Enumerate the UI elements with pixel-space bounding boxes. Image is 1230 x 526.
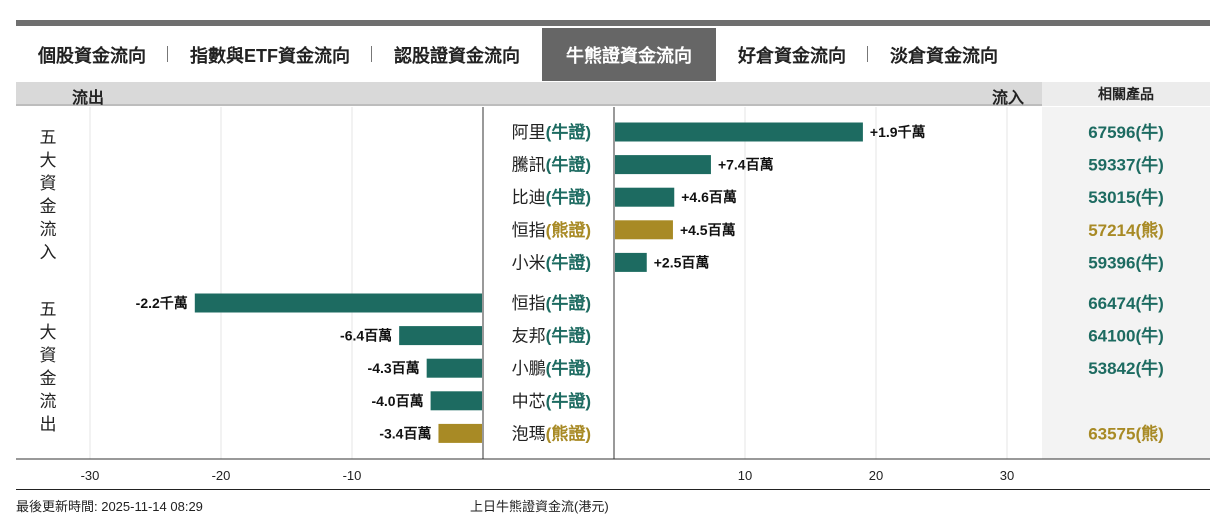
cbbc-name-label: 恒指(熊證): [512, 220, 591, 240]
bar-value-label: +1.9千萬: [870, 124, 926, 140]
tab-index-etf-flow[interactable]: 指數與ETF資金流向: [168, 28, 372, 81]
top-rule: [16, 20, 1210, 26]
underlying-name: 小鵬: [512, 359, 546, 378]
bar-value-label: +4.5百萬: [680, 222, 736, 238]
chart-header: 流出 流入 相關產品: [16, 82, 1210, 107]
tab-long-flow[interactable]: 好倉資金流向: [716, 28, 868, 81]
underlying-name: 騰訊: [512, 156, 546, 175]
bar-value-label: +7.4百萬: [718, 157, 774, 173]
cbbc-name-label: 騰訊(牛證): [512, 155, 591, 175]
underlying-name: 比迪: [512, 188, 546, 207]
related-product-link[interactable]: 59396(牛): [1088, 252, 1164, 272]
bar-outflow: [399, 326, 482, 346]
bar-outflow: [438, 423, 482, 443]
related-product-link[interactable]: 66474(牛): [1088, 293, 1164, 313]
cbbc-type: (熊證): [546, 423, 591, 443]
cbbc-name-label: 比迪(牛證): [512, 187, 591, 207]
cbbc-name-label: 小米(牛證): [512, 252, 591, 272]
bar-value-label: -2.2千萬: [136, 295, 188, 311]
products-header: 相關產品: [1042, 82, 1210, 106]
cbbc-name-label: 泡瑪(熊證): [512, 423, 591, 443]
bar-inflow: [615, 122, 863, 142]
related-product-link[interactable]: 57214(熊): [1088, 220, 1164, 240]
cbbc-name-label: 小鵬(牛證): [512, 358, 591, 378]
cbbc-type: (牛證): [546, 326, 591, 346]
x-tick-label: 20: [869, 468, 883, 483]
cbbc-name-label: 恒指(牛證): [512, 293, 591, 313]
tab-stock-flow[interactable]: 個股資金流向: [16, 28, 168, 81]
x-tick-label: 30: [1000, 468, 1014, 483]
cbbc-type: (牛證): [546, 155, 591, 175]
outflow-header: 流出: [72, 90, 105, 107]
products-column: [1042, 107, 1210, 459]
underlying-name: 阿里: [512, 123, 546, 142]
bar-inflow: [615, 187, 675, 207]
x-tick-label: -30: [81, 468, 100, 483]
related-product-link[interactable]: 53842(牛): [1088, 358, 1164, 378]
bar-outflow: [426, 358, 482, 378]
x-tick-label: -20: [212, 468, 231, 483]
cbbc-name-label: 阿里(牛證): [512, 122, 591, 142]
footer-rule: [16, 489, 1210, 490]
bar-value-label: -4.3百萬: [368, 360, 420, 376]
bar-inflow: [615, 252, 647, 272]
tab-bar: 個股資金流向 指數與ETF資金流向 認股證資金流向 牛熊證資金流向 好倉資金流向…: [16, 28, 1210, 81]
cbbc-type: (牛證): [546, 187, 591, 207]
bar-value-label: -6.4百萬: [340, 328, 392, 344]
underlying-name: 恒指: [512, 294, 546, 313]
cbbc-type: (牛證): [546, 391, 591, 411]
related-product-link[interactable]: 64100(牛): [1088, 326, 1164, 346]
x-tick-label: -10: [343, 468, 362, 483]
axis-caption: 上日牛熊證資金流(港元): [470, 499, 609, 514]
bar-outflow: [430, 391, 482, 411]
cbbc-type: (牛證): [546, 252, 591, 272]
underlying-name: 小米: [512, 253, 546, 272]
x-tick-label: 10: [738, 468, 752, 483]
cbbc-type: (熊證): [546, 220, 591, 240]
bar-value-label: -4.0百萬: [371, 393, 423, 409]
tab-warrant-flow[interactable]: 認股證資金流向: [394, 45, 520, 66]
underlying-name: 友邦: [512, 327, 546, 346]
cbbc-type: (牛證): [546, 293, 591, 313]
last-updated: 最後更新時間: 2025-11-14 08:29: [16, 499, 203, 514]
related-product-link[interactable]: 63575(熊): [1088, 423, 1164, 443]
cbbc-type: (牛證): [546, 358, 591, 378]
bar-outflow: [194, 293, 483, 313]
cbbc-name-label: 友邦(牛證): [512, 326, 591, 346]
underlying-name: 恒指: [512, 221, 546, 240]
cbbc-name-label: 中芯(牛證): [512, 391, 591, 411]
bar-inflow: [615, 155, 711, 175]
bar-inflow: [615, 220, 673, 240]
outflow-group-label: 五大資金流出: [39, 300, 57, 434]
tab-cbbc-flow[interactable]: 牛熊證資金流向: [542, 28, 716, 81]
cbbc-type: (牛證): [546, 122, 591, 142]
related-product-link[interactable]: 59337(牛): [1088, 155, 1164, 175]
related-product-link[interactable]: 53015(牛): [1088, 187, 1164, 207]
inflow-header: 流入: [992, 90, 1025, 107]
underlying-name: 中芯: [512, 392, 546, 411]
underlying-name: 泡瑪: [512, 424, 546, 443]
bar-value-label: -3.4百萬: [379, 425, 431, 441]
tab-short-flow[interactable]: 淡倉資金流向: [890, 45, 998, 66]
bar-value-label: +2.5百萬: [654, 254, 710, 270]
related-product-link[interactable]: 67596(牛): [1088, 122, 1164, 142]
bar-value-label: +4.6百萬: [681, 189, 737, 205]
inflow-group-label: 五大資金流入: [39, 128, 57, 262]
